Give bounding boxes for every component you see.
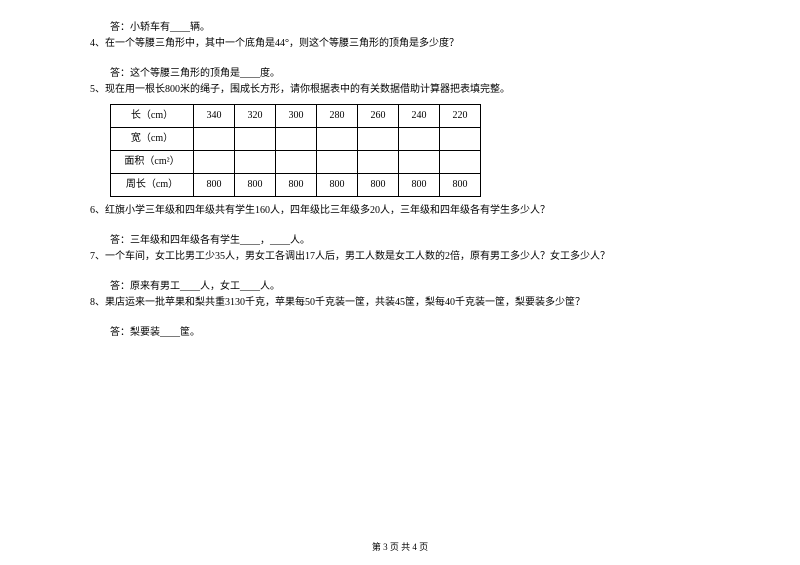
table-row: 周长（cm） 800 800 800 800 800 800 800 [111, 174, 481, 197]
answer-4: 答：这个等腰三角形的顶角是____度。 [90, 66, 670, 82]
table-cell: 240 [399, 105, 440, 128]
table-cell [276, 128, 317, 151]
row-header: 宽（cm） [111, 128, 194, 151]
table-cell: 280 [317, 105, 358, 128]
table-cell: 800 [317, 174, 358, 197]
table-cell: 800 [235, 174, 276, 197]
table-row: 长（cm） 340 320 300 280 260 240 220 [111, 105, 481, 128]
question-4: 4、在一个等腰三角形中，其中一个底角是44°，则这个等腰三角形的顶角是多少度？ [90, 36, 670, 52]
table-cell [440, 128, 481, 151]
row-header: 长（cm） [111, 105, 194, 128]
table-cell [358, 151, 399, 174]
table-cell: 800 [399, 174, 440, 197]
table-row: 面积（cm²） [111, 151, 481, 174]
table-cell [194, 151, 235, 174]
table-cell: 300 [276, 105, 317, 128]
table-cell [317, 128, 358, 151]
table-cell: 800 [358, 174, 399, 197]
table-cell [399, 128, 440, 151]
answer-3: 答：小轿车有____辆。 [90, 20, 670, 36]
rectangle-table: 长（cm） 340 320 300 280 260 240 220 宽（cm） … [110, 104, 481, 197]
question-8: 8、果店运来一批苹果和梨共重3130千克，苹果每50千克装一筐，共装45筐，梨每… [90, 295, 670, 311]
question-5: 5、现在用一根长800米的绳子，围成长方形，请你根据表中的有关数据借助计算器把表… [90, 82, 670, 98]
answer-7: 答：原来有男工____人，女工____人。 [90, 279, 670, 295]
table-cell: 800 [276, 174, 317, 197]
answer-8: 答：梨要装____筐。 [90, 325, 670, 341]
table-cell: 340 [194, 105, 235, 128]
table-cell: 220 [440, 105, 481, 128]
table-cell [317, 151, 358, 174]
question-7: 7、一个车间，女工比男工少35人，男女工各调出17人后，男工人数是女工人数的2倍… [90, 249, 670, 265]
table-cell: 800 [440, 174, 481, 197]
page-footer: 第 3 页 共 4 页 [0, 540, 800, 553]
table-cell [399, 151, 440, 174]
table-cell [235, 128, 276, 151]
row-header: 周长（cm） [111, 174, 194, 197]
table-cell [235, 151, 276, 174]
row-header: 面积（cm²） [111, 151, 194, 174]
table-cell: 800 [194, 174, 235, 197]
table-row: 宽（cm） [111, 128, 481, 151]
table-cell: 320 [235, 105, 276, 128]
table-cell [194, 128, 235, 151]
table-cell: 260 [358, 105, 399, 128]
table-cell [358, 128, 399, 151]
table-cell [276, 151, 317, 174]
question-6: 6、红旗小学三年级和四年级共有学生160人，四年级比三年级多20人，三年级和四年… [90, 203, 670, 219]
document-body: 答：小轿车有____辆。 4、在一个等腰三角形中，其中一个底角是44°，则这个等… [90, 20, 670, 341]
answer-6: 答：三年级和四年级各有学生____，____人。 [90, 233, 670, 249]
table-cell [440, 151, 481, 174]
